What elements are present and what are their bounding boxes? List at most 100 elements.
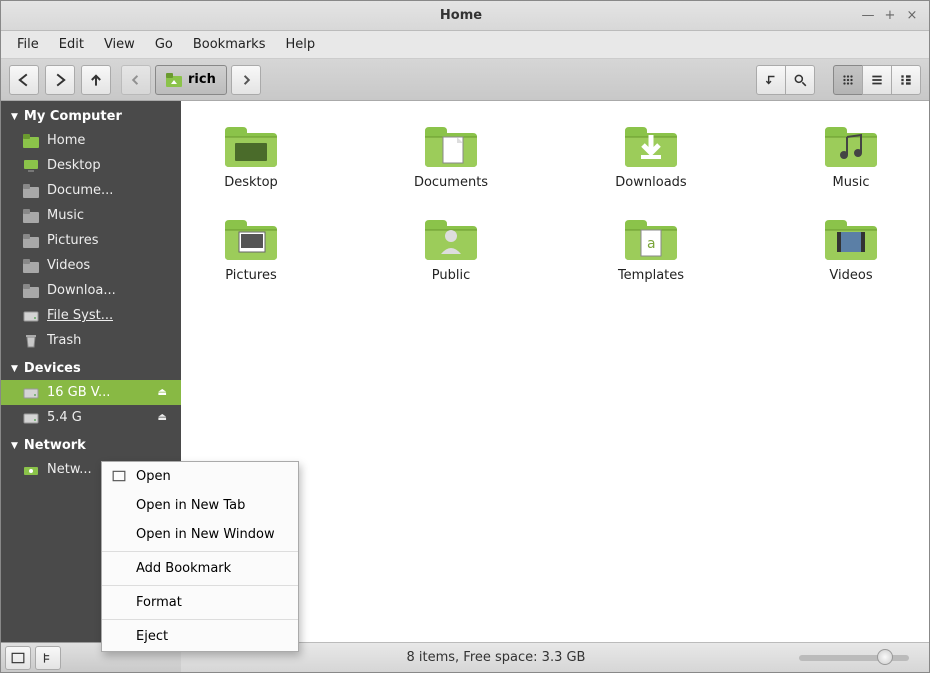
breadcrumb-label: rich: [188, 72, 216, 87]
context-menu-separator: [102, 551, 298, 552]
menu-file[interactable]: File: [9, 35, 47, 54]
folder-icon: [221, 214, 281, 262]
back-button[interactable]: [9, 65, 39, 95]
sidebar-item-label: Downloa...: [47, 283, 116, 298]
sidebar-item-label: Trash: [47, 333, 81, 348]
sidebar-item[interactable]: File Syst...: [1, 303, 181, 328]
sidebar-item[interactable]: Trash: [1, 328, 181, 353]
menubar: File Edit View Go Bookmarks Help: [1, 31, 929, 59]
sidebar-section-title: Devices: [24, 361, 81, 376]
folder-item[interactable]: Desktop: [201, 121, 301, 190]
folder-label: Public: [401, 268, 501, 283]
forward-button[interactable]: [45, 65, 75, 95]
context-menu-label: Eject: [136, 629, 168, 644]
folder-item[interactable]: Public: [401, 214, 501, 283]
folder-label: Templates: [601, 268, 701, 283]
context-menu-item[interactable]: Format: [102, 588, 298, 617]
context-menu-item[interactable]: Open in New Window: [102, 520, 298, 549]
folder-item[interactable]: Videos: [801, 214, 901, 283]
up-button[interactable]: [81, 65, 111, 95]
home-folder-icon: [166, 73, 182, 87]
sidebar-section-header[interactable]: ▼ Network: [1, 430, 181, 457]
folder-item[interactable]: Pictures: [201, 214, 301, 283]
breadcrumb-prev-button[interactable]: [121, 65, 151, 95]
sidebar-section-header[interactable]: ▼ My Computer: [1, 101, 181, 128]
folder-icon: [621, 121, 681, 169]
sidebar-item[interactable]: Desktop: [1, 153, 181, 178]
menu-bookmarks[interactable]: Bookmarks: [185, 35, 274, 54]
open-icon: [112, 469, 126, 483]
sidebar-item[interactable]: Videos: [1, 253, 181, 278]
folder-item[interactable]: Music: [801, 121, 901, 190]
toolbar: rich: [1, 59, 929, 101]
breadcrumb-next-button[interactable]: [231, 65, 261, 95]
view-compact-button[interactable]: [891, 65, 921, 95]
menu-edit[interactable]: Edit: [51, 35, 92, 54]
places-button[interactable]: [5, 646, 31, 670]
folder-icon: [821, 214, 881, 262]
sidebar-item[interactable]: Home: [1, 128, 181, 153]
menu-go[interactable]: Go: [147, 35, 181, 54]
disclosure-triangle-icon: ▼: [11, 441, 18, 451]
sidebar-item-label: Netw...: [47, 462, 92, 477]
sidebar-item[interactable]: Pictures: [1, 228, 181, 253]
breadcrumb-current[interactable]: rich: [155, 65, 227, 95]
folder-icon: [421, 121, 481, 169]
folder-icon: [821, 121, 881, 169]
sidebar-item[interactable]: 16 GB V... ⏏: [1, 380, 181, 405]
context-menu-label: Open in New Window: [136, 527, 275, 542]
sidebar-item[interactable]: Downloa...: [1, 278, 181, 303]
minimize-button[interactable]: —: [861, 8, 875, 23]
menu-view[interactable]: View: [96, 35, 143, 54]
maximize-button[interactable]: +: [883, 8, 897, 23]
context-menu-item[interactable]: Add Bookmark: [102, 554, 298, 583]
sidebar-item-label: Music: [47, 208, 84, 223]
toggle-path-button[interactable]: [756, 65, 786, 95]
folder-item[interactable]: Documents: [401, 121, 501, 190]
sidebar-item-label: File Syst...: [47, 308, 113, 323]
close-button[interactable]: ×: [905, 8, 919, 23]
folder-icon: a: [621, 214, 681, 262]
view-icons-button[interactable]: [833, 65, 863, 95]
file-manager-window: Home — + × File Edit View Go Bookmarks H…: [0, 0, 930, 673]
context-menu-label: Add Bookmark: [136, 561, 231, 576]
tree-button[interactable]: [35, 646, 61, 670]
eject-icon[interactable]: ⏏: [158, 387, 167, 398]
disclosure-triangle-icon: ▼: [11, 364, 18, 374]
context-menu: Open Open in New Tab Open in New Window Add…: [101, 461, 299, 652]
folder-item[interactable]: Downloads: [601, 121, 701, 190]
folder-label: Music: [801, 175, 901, 190]
context-menu-item[interactable]: Open in New Tab: [102, 491, 298, 520]
sidebar-section-title: My Computer: [24, 109, 122, 124]
eject-icon[interactable]: ⏏: [158, 412, 167, 423]
sidebar-item[interactable]: 5.4 G⏏: [1, 405, 181, 430]
context-menu-item[interactable]: Eject: [102, 622, 298, 651]
disclosure-triangle-icon: ▼: [11, 112, 18, 122]
menu-help[interactable]: Help: [277, 35, 323, 54]
sidebar-section-header[interactable]: ▼ Devices: [1, 353, 181, 380]
context-menu-separator: [102, 619, 298, 620]
window-title: Home: [61, 8, 861, 23]
folder-icon: [221, 121, 281, 169]
context-menu-label: Format: [136, 595, 182, 610]
zoom-knob[interactable]: [877, 649, 893, 665]
sidebar-section-title: Network: [24, 438, 86, 453]
context-menu-label: Open: [136, 469, 171, 484]
sidebar-item-label: 16 GB V...: [47, 385, 110, 400]
folder-icon: [421, 214, 481, 262]
zoom-slider[interactable]: [799, 655, 909, 661]
context-menu-label: Open in New Tab: [136, 498, 245, 513]
sidebar-item-label: Desktop: [47, 158, 101, 173]
sidebar-item[interactable]: Docume...: [1, 178, 181, 203]
folder-label: Documents: [401, 175, 501, 190]
context-menu-item[interactable]: Open: [102, 462, 298, 491]
sidebar-item[interactable]: Music: [1, 203, 181, 228]
status-text: 8 items, Free space: 3.3 GB: [193, 650, 799, 665]
view-list-button[interactable]: [862, 65, 892, 95]
folder-label: Videos: [801, 268, 901, 283]
folder-label: Pictures: [201, 268, 301, 283]
breadcrumb: rich: [121, 65, 261, 95]
folder-item[interactable]: a Templates: [601, 214, 701, 283]
svg-text:a: a: [647, 236, 656, 252]
search-button[interactable]: [785, 65, 815, 95]
